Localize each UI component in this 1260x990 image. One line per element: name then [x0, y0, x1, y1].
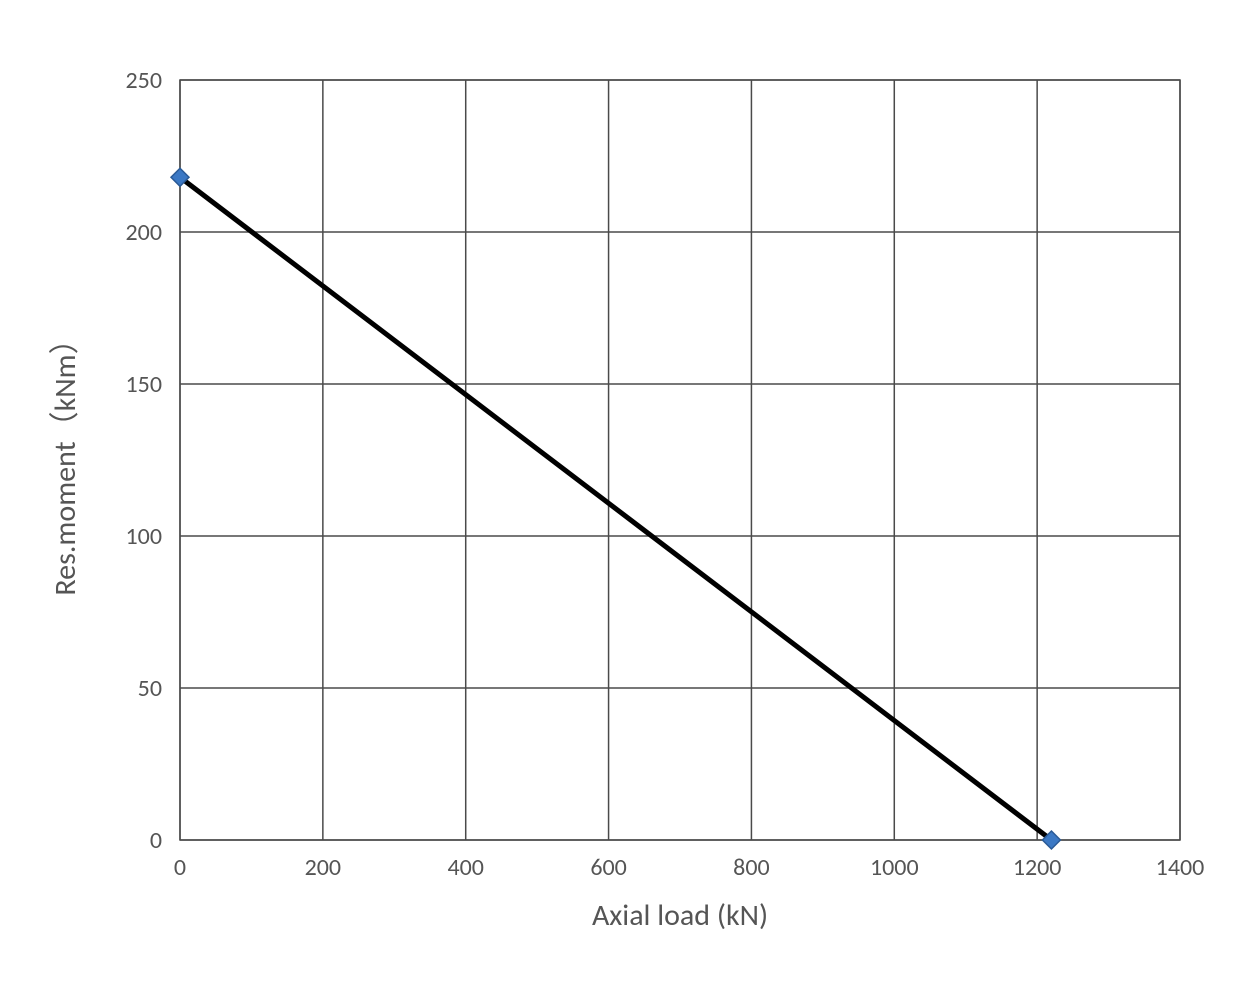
y-tick-label: 150 — [126, 370, 163, 399]
x-tick-label: 600 — [590, 853, 627, 882]
chart-container: 0 200 400 600 800 1000 1200 1400 0 50 100 150 200 250… — [0, 0, 1260, 990]
x-tick-label: 0 — [174, 853, 186, 882]
y-tick-label: 100 — [126, 522, 163, 551]
y-tick-label: 250 — [126, 66, 163, 95]
y-tick-label: 200 — [126, 218, 163, 247]
x-tick-label: 400 — [447, 853, 484, 882]
x-tick-label: 800 — [733, 853, 770, 882]
y-axis-label: Res.moment（kNm） — [47, 324, 84, 595]
x-axis-label: Axial load (kN) — [592, 897, 768, 934]
x-tick-label: 1000 — [870, 853, 919, 882]
y-tick-label: 0 — [150, 826, 162, 855]
x-tick-label: 1400 — [1156, 853, 1205, 882]
x-tick-label: 1200 — [1013, 853, 1062, 882]
y-tick-label: 50 — [138, 674, 162, 703]
x-tick-label: 200 — [305, 853, 342, 882]
interaction-chart: 0 200 400 600 800 1000 1200 1400 0 50 100 150 200 250… — [0, 0, 1260, 990]
